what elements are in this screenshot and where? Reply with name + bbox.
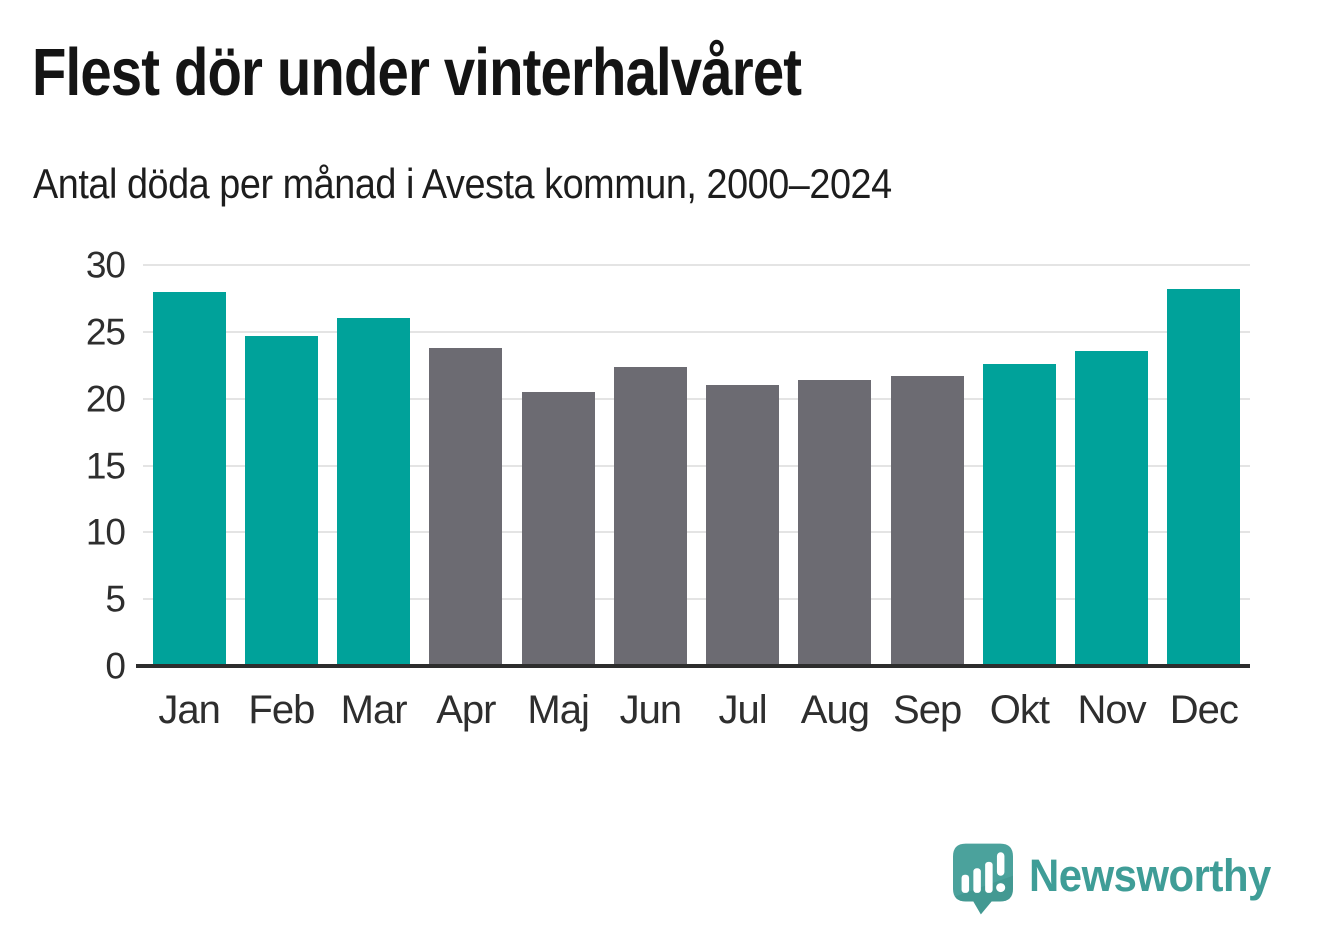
bar-band-apr — [420, 265, 512, 666]
x-tick-label-nov: Nov — [1077, 688, 1147, 732]
x-tick-label-aug: Aug — [800, 688, 870, 732]
bar-jan — [152, 291, 226, 666]
x-tick-label-mar: Mar — [340, 688, 408, 732]
bar-dec — [1167, 289, 1241, 666]
bar-band-sep — [881, 265, 973, 666]
bar-band-okt — [973, 265, 1065, 666]
y-tick-label-15: 15 — [85, 445, 126, 486]
y-tick-label-20: 20 — [85, 378, 126, 420]
bar-band-maj — [512, 265, 604, 666]
x-tick-label-sep: Sep — [893, 688, 962, 732]
bar-sep — [890, 375, 964, 666]
bar-band-jul — [697, 265, 789, 666]
newsworthy-speech-bubble-chart-icon — [952, 843, 1013, 915]
y-tick-label-10: 10 — [85, 511, 126, 553]
x-axis-baseline — [136, 664, 1250, 668]
x-tick-label-maj: Maj — [527, 688, 589, 732]
bar-aug — [798, 379, 872, 666]
y-tick-label-25: 25 — [85, 311, 126, 353]
gridline-y-20 — [143, 397, 1250, 400]
y-tick-label-5: 5 — [105, 578, 126, 620]
x-tick-label-okt: Okt — [989, 688, 1050, 732]
y-tick-label-0: 0 — [105, 645, 126, 687]
gridline-y-5 — [143, 598, 1250, 601]
bar-jul — [706, 385, 780, 666]
bar-nov — [1075, 350, 1149, 666]
plot-area — [136, 264, 1250, 668]
bar-mar — [337, 318, 411, 666]
gridline-y-15 — [143, 464, 1250, 467]
bar-band-aug — [789, 265, 881, 666]
bar-apr — [429, 347, 503, 666]
y-tick-label-30: 30 — [85, 244, 126, 286]
bar-jun — [613, 366, 687, 666]
x-tick-label-jan: Jan — [158, 688, 221, 732]
gridline-y-25 — [143, 330, 1250, 333]
bar-okt — [982, 363, 1056, 666]
gridline-y-30 — [143, 264, 1250, 266]
bar-maj — [521, 391, 595, 666]
x-tick-label-jul: Jul — [718, 688, 768, 732]
bar-band-jun — [604, 265, 696, 666]
x-axis: Jan Feb Mar Apr Maj Jun Jul Aug Sep Okt Nov Dec — [143, 688, 1250, 738]
gridline-y-10 — [143, 531, 1250, 534]
bar-feb — [244, 335, 318, 666]
x-tick-label-apr: Apr — [436, 688, 496, 732]
newsworthy-logo: Newsworthy — [952, 843, 1289, 915]
bar-band-dec — [1158, 265, 1250, 666]
x-tick-label-jun: Jun — [619, 688, 683, 732]
chart-subtitle: Antal döda per månad i Avesta kommun, 20… — [33, 160, 987, 208]
bar-band-nov — [1066, 265, 1158, 666]
chart-subtitle-text: Antal döda per månad i Avesta kommun, 20… — [33, 160, 892, 207]
bar-band-feb — [235, 265, 327, 666]
x-tick-label-feb: Feb — [248, 688, 315, 732]
bar-series — [143, 265, 1250, 666]
bar-band-mar — [328, 265, 420, 666]
newsworthy-logo-text: Newsworthy — [1028, 849, 1271, 901]
x-tick-label-dec: Dec — [1169, 688, 1239, 732]
y-axis: 0 5 10 15 20 25 30 — [18, 247, 126, 685]
chart-title: Flest dör under vinterhalvåret — [32, 34, 948, 111]
bar-band-jan — [143, 265, 235, 666]
chart-title-text: Flest dör under vinterhalvåret — [32, 35, 802, 110]
